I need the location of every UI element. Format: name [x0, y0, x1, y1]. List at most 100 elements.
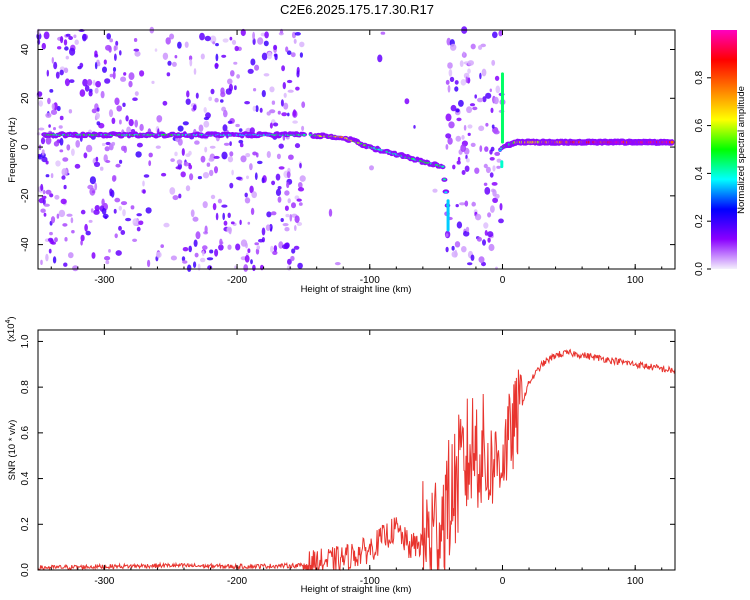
- spectrogram-cell: [451, 245, 455, 251]
- spectrogram-cell: [380, 31, 386, 35]
- spectrogram-cell: [51, 57, 54, 64]
- spectrogram-cell: [169, 33, 175, 40]
- spectrogram-cell: [91, 190, 95, 194]
- spectrogram-cell: [283, 92, 287, 98]
- snr-y-axis-label: SNR (10 * v/v): [7, 420, 18, 481]
- spectrogram-cell: [101, 198, 105, 206]
- spectrogram-cell: [293, 38, 297, 44]
- spectrogram-cell: [280, 218, 284, 222]
- spectrogram-cell: [212, 203, 217, 211]
- spectrogram-cell: [447, 137, 453, 145]
- spectrogram-ridge-point: [441, 165, 445, 168]
- spectrogram-cell: [114, 53, 117, 61]
- spectrogram-cell: [125, 217, 132, 222]
- spectrogram-cell: [205, 112, 211, 119]
- spectrogram-cell: [71, 148, 75, 156]
- spectrogram-cell: [177, 125, 184, 132]
- spectrogram-cell: [298, 202, 303, 206]
- spectrogram-cell: [222, 124, 228, 132]
- spectrogram-cell: [452, 164, 456, 170]
- spectrogram-cell: [53, 127, 56, 131]
- spectrogram-cell: [59, 69, 64, 76]
- spectrogram-cell: [96, 121, 101, 126]
- spectrogram-cell: [244, 192, 248, 198]
- spectrogram-cell: [492, 31, 498, 39]
- spectrogram-cell: [259, 107, 263, 113]
- spectrogram-cell: [459, 202, 466, 206]
- spectrogram-cell: [145, 207, 152, 214]
- spectrogram-cell: [294, 215, 300, 223]
- spectrogram-cell: [471, 201, 477, 207]
- spectrogram-cell: [45, 136, 52, 145]
- spectrogram-cell: [449, 76, 455, 82]
- spectrogram-cell: [269, 122, 273, 129]
- spectrogram-cell: [105, 160, 111, 163]
- spectrogram-cell: [235, 123, 240, 128]
- spectrogram-cell: [281, 112, 288, 117]
- spectrogram-cell: [38, 127, 45, 131]
- spectrogram-cell: [85, 230, 91, 236]
- spectrogram-cell: [254, 64, 260, 71]
- spectrogram-cell: [484, 146, 489, 152]
- spectrogram-cell: [484, 187, 491, 195]
- spectrogram-cell: [218, 244, 224, 251]
- y-tick-label: 20: [20, 92, 31, 104]
- spectrogram-cell: [40, 208, 46, 213]
- spectrogram-cell: [68, 109, 73, 114]
- spectrogram-cell: [264, 31, 269, 39]
- spectrogram-cell: [297, 187, 305, 192]
- spectrogram-cell: [472, 106, 478, 111]
- spectrogram-cell: [288, 154, 294, 160]
- spectrogram-cell: [299, 41, 305, 48]
- spectrogram-cell: [214, 63, 219, 67]
- spectrogram-cell: [291, 248, 296, 254]
- spectrogram-cell: [247, 68, 254, 74]
- spectrogram-cell: [247, 248, 251, 253]
- spectrogram-cell: [413, 125, 416, 129]
- x-tick-label: 100: [627, 275, 644, 286]
- spectrogram-cell: [215, 53, 219, 62]
- spectrogram-cell: [487, 231, 494, 238]
- spectrogram-cell: [53, 61, 58, 70]
- spectrogram-cell: [291, 202, 296, 209]
- spectrogram-cell: [116, 105, 122, 112]
- spectrogram-cell: [120, 201, 128, 206]
- spectrogram-cell: [94, 182, 98, 191]
- spectrogram-cell: [112, 67, 117, 72]
- spectrogram-cell: [229, 182, 234, 189]
- spectrogram-cell: [229, 151, 234, 157]
- spectrogram-cell: [74, 163, 81, 169]
- spectrogram-cell: [334, 262, 341, 266]
- spectrogram-cell: [229, 36, 233, 41]
- spectrogram-cell: [290, 52, 296, 58]
- spectrogram-cell: [461, 135, 465, 140]
- spectrogram-cell: [328, 208, 333, 217]
- spectrogram-cell: [202, 250, 205, 257]
- spectrogram-cell: [100, 90, 105, 99]
- spectrogram-cell: [250, 58, 256, 66]
- spectrogram-cell: [245, 153, 251, 158]
- spectrogram-cell: [47, 237, 54, 242]
- spectrogram-cell: [463, 72, 470, 79]
- spectrogram-cell: [478, 45, 483, 50]
- spectrogram-x-axis-label: Height of straight line (km): [301, 284, 412, 295]
- spectrogram-cell: [451, 251, 458, 258]
- spectrogram-cell: [59, 115, 64, 121]
- spectrogram-cell: [490, 146, 495, 152]
- spectrogram-cell: [103, 59, 107, 65]
- spectrogram-cell: [252, 38, 256, 45]
- spectrogram-cell: [132, 97, 138, 101]
- spectrogram-cell: [294, 225, 297, 231]
- spectrogram-cell: [94, 205, 101, 211]
- spectrogram-cell: [432, 188, 438, 193]
- spectrogram-cell: [109, 38, 113, 43]
- spectrogram-cell: [495, 85, 501, 94]
- spectrogram-cell: [277, 186, 282, 190]
- spectrogram-cell: [45, 189, 52, 195]
- spectrogram-cell: [73, 34, 77, 39]
- y-tick-label: -40: [20, 237, 31, 252]
- spectrogram-cell: [287, 89, 294, 93]
- spectrogram-cell: [142, 189, 146, 194]
- spectrogram-cell: [42, 198, 46, 206]
